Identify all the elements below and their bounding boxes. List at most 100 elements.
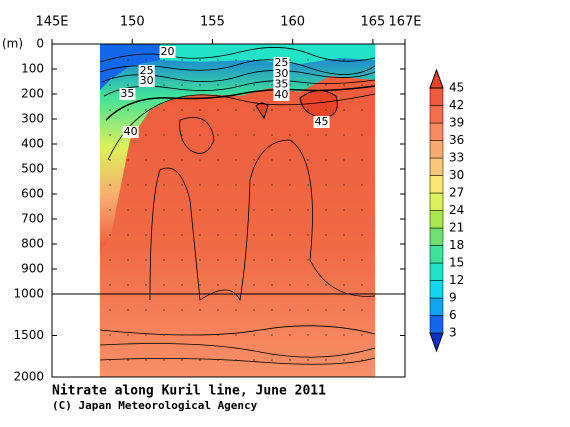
sample-dot [325, 109, 327, 111]
max-core [255, 102, 269, 120]
colorbar-label: 24 [449, 203, 464, 217]
sample-dot [307, 309, 309, 311]
sample-dot [343, 309, 345, 311]
sample-dot [271, 134, 273, 136]
sample-dot [163, 184, 165, 186]
sample-dot [361, 59, 363, 61]
colorbar-label: 21 [449, 221, 464, 235]
sample-dot [127, 234, 129, 236]
contour-label-bg [273, 78, 290, 91]
sample-dot [127, 334, 129, 336]
contour-label: 45 [315, 115, 329, 128]
sample-dot [271, 184, 273, 186]
sample-dot [181, 59, 183, 61]
colorbar-label: 36 [449, 133, 464, 147]
colorbar-label: 45 [449, 81, 464, 95]
colorbar-segment [429, 105, 444, 124]
sample-dot [199, 59, 201, 61]
sample-dot [235, 184, 237, 186]
y-tick-label: 1000 [13, 287, 44, 301]
sample-dot [235, 259, 237, 261]
sample-dot [361, 284, 363, 286]
sample-dot [271, 359, 273, 361]
contour-label-bg [138, 65, 155, 77]
sample-dot [109, 259, 111, 261]
sample-dot [163, 159, 165, 161]
sample-dot [127, 84, 129, 86]
sample-dot [253, 134, 255, 136]
contour-label-bg [273, 68, 290, 80]
sample-dot [163, 234, 165, 236]
y-tick-label: 0 [36, 37, 44, 51]
sample-dot [163, 334, 165, 336]
sample-dot [199, 209, 201, 211]
sample-dot [217, 109, 219, 111]
sample-dot [145, 159, 147, 161]
sample-dot [199, 334, 201, 336]
sample-dot [235, 59, 237, 61]
sample-dot [307, 159, 309, 161]
sample-dot [253, 109, 255, 111]
x-tick-label: 165 [360, 15, 385, 30]
sample-dot [343, 109, 345, 111]
plot-frame [51, 43, 406, 378]
sample-dot [235, 209, 237, 211]
sample-dot [181, 284, 183, 286]
sample-dot [289, 284, 291, 286]
sample-dot [307, 134, 309, 136]
colorbar-label: 18 [449, 238, 464, 252]
sample-dot [307, 359, 309, 361]
sample-dot [361, 184, 363, 186]
y-tick-label: 500 [21, 162, 44, 176]
sample-dot [127, 284, 129, 286]
sample-dot [361, 259, 363, 261]
sample-dot [127, 59, 129, 61]
y-tick-label: 900 [21, 262, 44, 276]
sample-dot [343, 359, 345, 361]
sample-dot [307, 209, 309, 211]
sample-dot [109, 109, 111, 111]
colorbar-label: 3 [449, 326, 457, 340]
y-tick-label: 800 [21, 237, 44, 251]
colorbar-segment [429, 315, 444, 334]
contour-label-bg [159, 46, 176, 58]
sample-dot [307, 184, 309, 186]
colorbar-label: 39 [449, 116, 464, 130]
sample-dot [289, 209, 291, 211]
sample-dot [343, 134, 345, 136]
sample-dot [181, 84, 183, 86]
sample-dot [325, 209, 327, 211]
sample-dot [199, 234, 201, 236]
contour-label: 25 [274, 56, 288, 69]
sample-dot [361, 309, 363, 311]
contour-label-bg [119, 88, 136, 100]
sample-dot [163, 59, 165, 61]
sample-dot [325, 259, 327, 261]
sample-dot [271, 284, 273, 286]
sample-dot [235, 134, 237, 136]
sample-dot [217, 184, 219, 186]
sample-dot [361, 159, 363, 161]
contour-label: 35 [120, 87, 134, 100]
sample-dot [199, 259, 201, 261]
chart-subtitle: (C) Japan Meteorological Agency [52, 399, 258, 412]
sample-dot [145, 309, 147, 311]
sample-dot [181, 334, 183, 336]
field [99, 44, 376, 377]
sample-dot [199, 134, 201, 136]
sample-dot [127, 309, 129, 311]
contour-label-bg [273, 57, 290, 69]
sample-dot [163, 259, 165, 261]
sample-dot [127, 259, 129, 261]
colorbar-label: 42 [449, 98, 464, 112]
colorbar-segment [429, 210, 444, 229]
contour-label: 25 [140, 64, 154, 77]
sample-dot [271, 209, 273, 211]
sample-dot [235, 84, 237, 86]
colorbar-segment [429, 122, 444, 141]
sample-dot [217, 259, 219, 261]
sample-dot [343, 209, 345, 211]
sample-dot [109, 209, 111, 211]
colorbar-segment [429, 280, 444, 299]
sample-dot [343, 234, 345, 236]
